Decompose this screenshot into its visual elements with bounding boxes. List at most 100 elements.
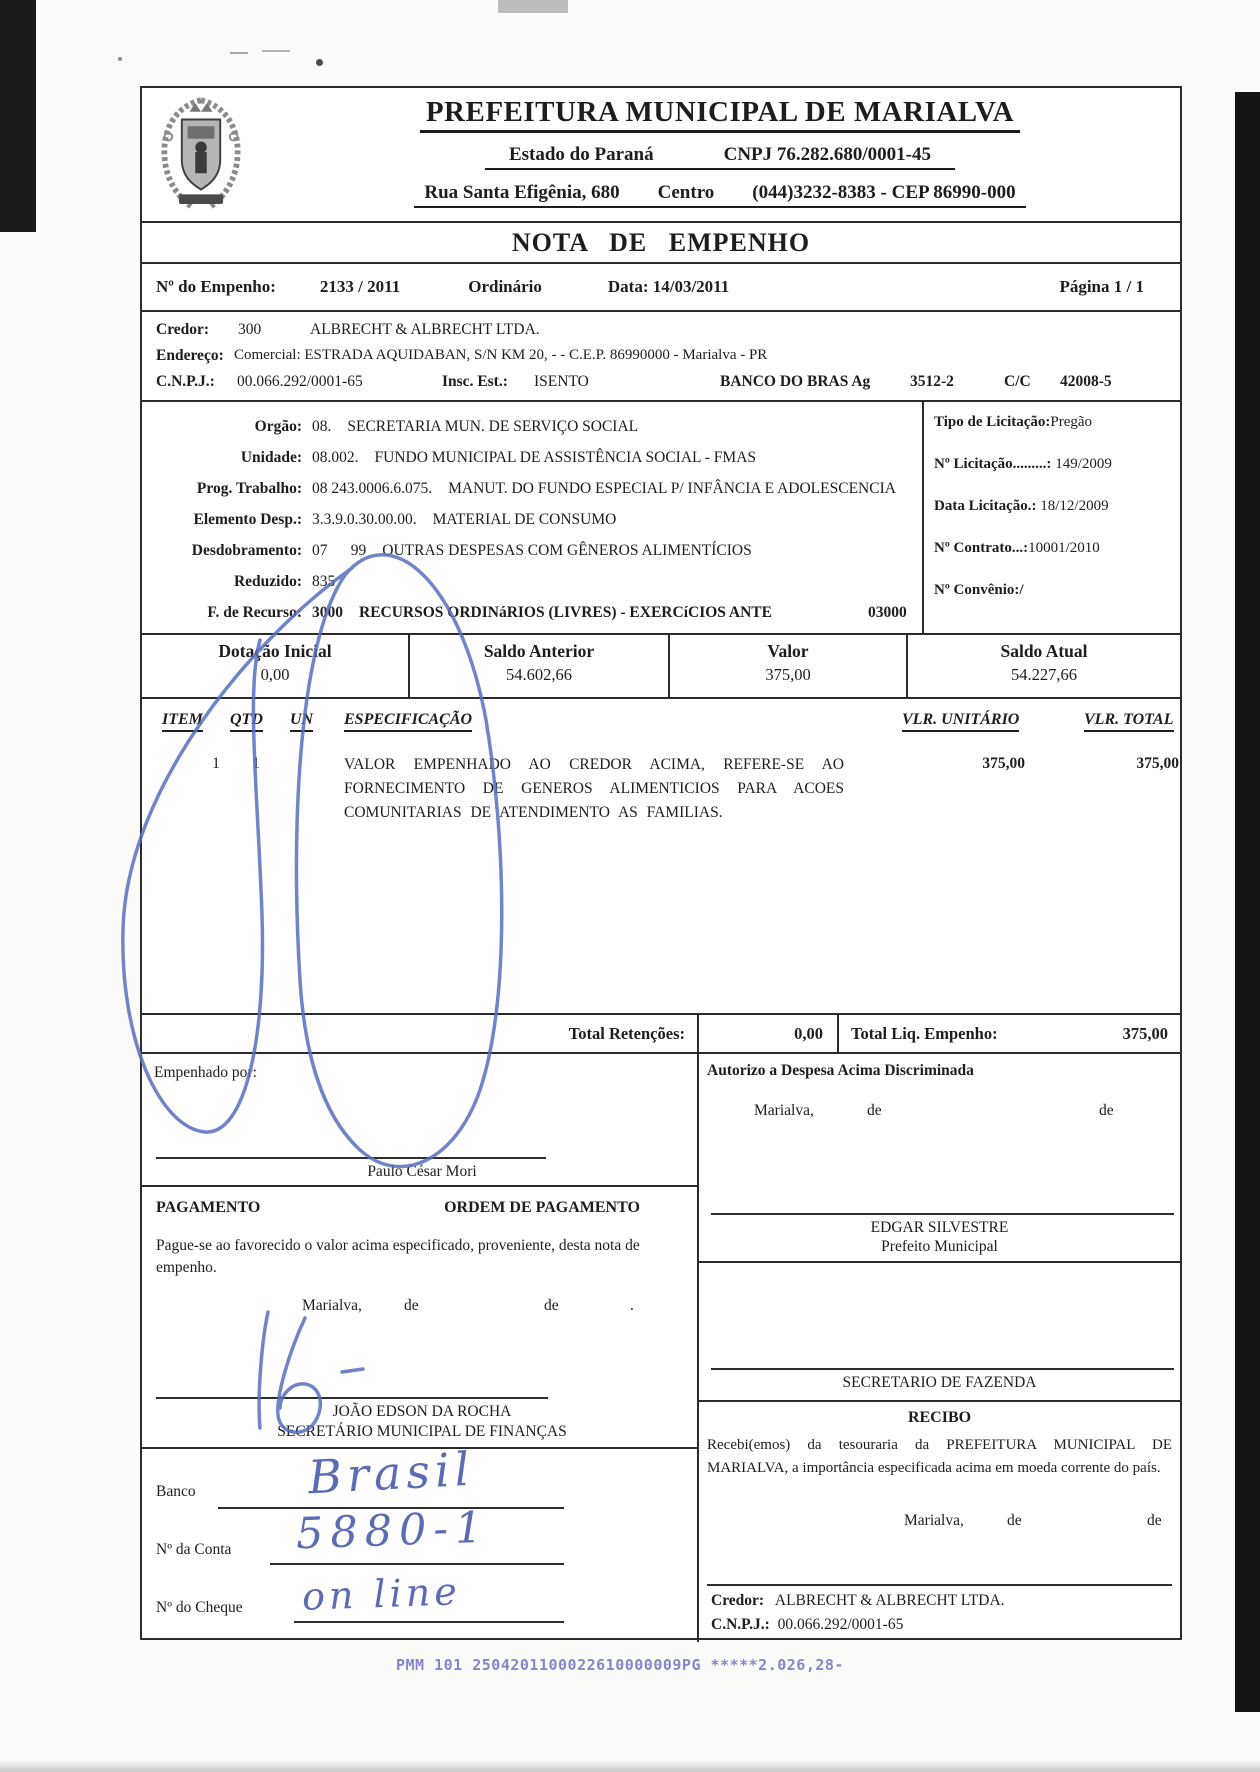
empenho-type: Ordinário — [468, 277, 542, 296]
dot-matrix-stamp: PMM 101 2504201100022610000009PG *****2.… — [396, 1656, 844, 1674]
scan-edge-right — [1235, 92, 1260, 1712]
org-subtitle-row: Estado do Paraná CNPJ 76.282.680/0001-45 — [484, 144, 956, 170]
budget-desc: MATERIAL DE CONSUMO — [432, 510, 617, 528]
licitacao-tipo: Tipo de Licitação:Pregão — [934, 414, 1093, 430]
signature-line — [156, 1397, 548, 1399]
conta-field-label: Nº da Conta — [156, 1541, 232, 1558]
budget-label: Desdobramento: — [191, 541, 302, 559]
recibo-divider — [707, 1584, 1172, 1586]
recibo-title: RECIBO — [907, 1409, 972, 1426]
signatures-right-column: Autorizo a Despesa Acima Discriminada Ma… — [699, 1054, 1180, 1642]
cnpj-label: C.N.P.J.: — [156, 373, 215, 390]
licitacao-column: Tipo de Licitação:Pregão Nº Licitação...… — [922, 402, 1180, 633]
items-header-qtd: QTD — [230, 711, 263, 732]
budget-code: 08.002. — [312, 448, 359, 466]
empenhado-box: Empenhado por: Paulo César Mori — [142, 1054, 697, 1187]
signature-line — [156, 1157, 546, 1159]
budget-code: 08 243.0006.6.075. — [312, 479, 433, 497]
recibo-credor-row: Credor: ALBRECHT & ALBRECHT LTDA. — [711, 1592, 1005, 1609]
pagamento-city: Marialva, — [302, 1297, 362, 1314]
org-cnpj: CNPJ 76.282.680/0001-45 — [723, 144, 932, 165]
item-description: VALOR EMPENHADO AO CREDOR ACIMA, REFERE-… — [344, 756, 844, 822]
cc-label: C/C — [1004, 373, 1031, 390]
empenho-date: Data: 14/03/2011 — [607, 277, 730, 296]
items-header-item: ITEM — [162, 711, 203, 732]
conta-field-line — [270, 1563, 564, 1565]
scan-smudge-top — [498, 0, 568, 13]
credor-code: 300 — [238, 321, 262, 338]
empenhado-label: Empenhado por: — [154, 1064, 257, 1081]
fazenda-box: SECRETARIO DE FAZENDA — [699, 1263, 1180, 1402]
cheque-field-label: Nº do Cheque — [156, 1599, 243, 1616]
budget-row-reduzido: Reduzido: 835 — [142, 566, 920, 597]
endereco-value: Comercial: ESTRADA AQUIDABAN, S/N KM 20,… — [234, 347, 768, 363]
items-header-un: UN — [290, 711, 314, 732]
signature-line — [711, 1368, 1174, 1370]
empenho-row: Nº do Empenho: 2133 / 2011 Ordinário Dat… — [140, 262, 1182, 312]
item-qty: 1 — [252, 755, 260, 772]
budget-code: 3000 — [312, 603, 343, 621]
budget-recurso-code: 03000 — [868, 603, 907, 621]
autorizo-city: Marialva, — [754, 1102, 814, 1119]
cheque-field-line — [294, 1621, 564, 1623]
endereco-label: Endereço: — [156, 347, 224, 364]
scan-dash — [262, 50, 290, 52]
recibo-body: Recebi(emos) da tesouraria da PREFEITURA… — [707, 1437, 1172, 1476]
finance-secretary-name: JOÃO EDSON DA ROCHA — [332, 1403, 512, 1420]
budget-desc: MANUT. DO FUNDO ESPECIAL P/ INFÂNCIA E A… — [448, 479, 896, 497]
header-box: PREFEITURA MUNICIPAL DE MARIALVA Estado … — [140, 86, 1182, 223]
page-indicator: Página 1 / 1 — [1059, 277, 1144, 296]
doc-title-bar: NOTA DE EMPENHO — [140, 221, 1182, 264]
items-table: ITEM QTD UN ESPECIFICAÇÃO VLR. UNITÁRIO … — [140, 697, 1182, 1015]
cnpj-value: 00.066.292/0001-65 — [237, 373, 363, 390]
total-retencoes-label: Total Retenções: — [142, 1015, 699, 1052]
banco-field-label: Banco — [156, 1483, 196, 1500]
budget-box: Orgão: 08. SECRETARIA MUN. DE SERVIÇO SO… — [140, 400, 1182, 635]
empenhado-name: Paulo César Mori — [367, 1163, 477, 1180]
credor-label: Credor: — [156, 321, 210, 338]
item-number: 1 — [212, 755, 220, 772]
empenho-number: 2133 / 2011 — [319, 277, 401, 296]
pagamento-title: PAGAMENTO — [156, 1199, 261, 1216]
budget-code: 08. — [312, 417, 332, 435]
org-street: Rua Santa Efigênia, 680 — [424, 182, 620, 203]
amount-saldo-atual: Saldo Atual 54.227,66 — [1000, 641, 1088, 684]
insc-value: ISENTO — [534, 373, 589, 390]
insc-label: Insc. Est.: — [442, 373, 508, 390]
licitacao-numero: Nº Licitação.........: 149/2009 — [934, 456, 1112, 472]
handwritten-bank-name: Brasil — [306, 1441, 476, 1505]
items-header-espec: ESPECIFICAÇÃO — [344, 711, 473, 732]
scan-dot — [316, 59, 323, 66]
cc-value: 42008-5 — [1060, 373, 1112, 390]
budget-row-orgao: Orgão: 08. SECRETARIA MUN. DE SERVIÇO SO… — [142, 411, 920, 442]
recibo-cnpj-row: C.N.P.J.: 00.066.292/0001-65 — [711, 1616, 904, 1633]
item-total-value: 375,00 — [1136, 755, 1179, 772]
scan-edge-left — [0, 0, 36, 232]
banco-field-line — [218, 1507, 564, 1509]
budget-desc: OUTRAS DESPESAS COM GÊNEROS ALIMENTÍCIOS — [382, 541, 752, 559]
budget-desc: SECRETARIA MUN. DE SERVIÇO SOCIAL — [347, 417, 639, 435]
signature-line — [711, 1213, 1174, 1215]
empenho-number-label: Nº do Empenho: — [156, 277, 276, 296]
handwritten-cheque-number: on line — [301, 1569, 462, 1619]
pagamento-body: Pague-se ao favorecido o valor acima esp… — [156, 1237, 640, 1276]
finance-secretary-title: SECRETÁRIO MUNICIPAL DE FINANÇAS — [277, 1423, 567, 1440]
budget-label: F. de Recurso: — [207, 603, 302, 621]
nota-de-empenho-document: PREFEITURA MUNICIPAL DE MARIALVA Estado … — [140, 86, 1182, 1642]
org-address-row: Rua Santa Efigênia, 680 Centro (044)3232… — [414, 182, 1026, 208]
ordem-pagamento-title: ORDEM DE PAGAMENTO — [444, 1199, 640, 1216]
budget-label: Elemento Desp.: — [193, 510, 303, 528]
org-title: PREFEITURA MUNICIPAL DE MARIALVA — [419, 96, 1021, 133]
budget-row-recurso: F. de Recurso: 3000 RECURSOS ORDINáRIOS … — [142, 597, 920, 628]
prefeito-name: EDGAR SILVESTRE — [870, 1219, 1009, 1236]
contrato-numero: Nº Contrato...:10001/2010 — [934, 540, 1100, 556]
items-header-vlr-total: VLR. TOTAL — [1084, 711, 1174, 732]
org-state: Estado do Paraná — [508, 144, 654, 165]
amount-valor: Valor 375,00 — [670, 635, 908, 697]
total-liq-empenho: Total Liq. Empenho: 375,00 — [851, 1023, 1168, 1043]
budget-label: Unidade: — [240, 448, 302, 466]
doc-title: NOTA DE EMPENHO — [511, 227, 811, 257]
recibo-city: Marialva, — [904, 1512, 964, 1529]
pagamento-box: PAGAMENTO ORDEM DE PAGAMENTO Pague-se ao… — [142, 1187, 697, 1449]
